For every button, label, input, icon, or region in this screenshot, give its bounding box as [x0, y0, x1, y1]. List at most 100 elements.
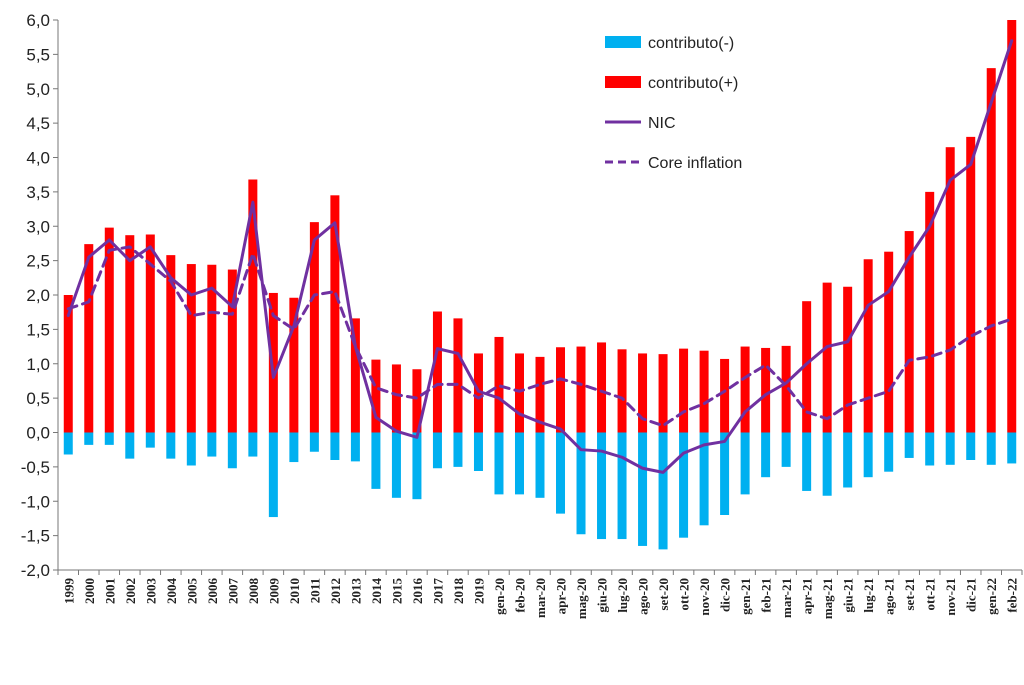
bar-positive-ott-20	[679, 348, 689, 433]
bar-negative-2001	[104, 432, 114, 445]
bar-positive-2007	[227, 269, 237, 433]
bar-positive-giu-20	[597, 342, 607, 433]
x-tick-label-set-20: set-20	[656, 578, 671, 611]
line-nic	[66, 39, 1014, 474]
bar-negative-2010	[289, 432, 299, 463]
bar-negative-2016	[412, 432, 422, 500]
bar-negative-2005	[186, 432, 196, 466]
bar-positive-2018	[453, 318, 463, 433]
bar-negative-2006	[207, 432, 217, 457]
bar-positive-mar-21	[781, 345, 791, 433]
bar-negative-2012	[330, 432, 340, 460]
y-tick-label: 0,5	[26, 389, 50, 408]
x-tick-label-2018: 2018	[451, 578, 466, 605]
x-tick-label-feb-20: feb-20	[512, 578, 527, 613]
bar-negative-gen-20	[494, 432, 504, 495]
bar-negative-2003	[145, 432, 155, 448]
bar-negative-mar-21	[781, 432, 791, 467]
bar-negative-2017	[432, 432, 442, 469]
bar-negative-mar-20	[535, 432, 545, 498]
bar-negative-lug-21	[863, 432, 873, 478]
bar-positive-2001	[104, 227, 114, 433]
bar-negative-apr-21	[802, 432, 812, 491]
axes-layer	[53, 19, 1023, 575]
bar-positive-ago-20	[638, 353, 648, 433]
x-tick-label-2013: 2013	[348, 577, 363, 604]
bar-positive-2015	[391, 364, 401, 433]
x-tick-label-lug-20: lug-20	[615, 578, 630, 613]
bar-positive-2019	[473, 353, 483, 433]
x-tick-label-mar-21: mar-21	[779, 578, 794, 618]
bar-positive-2008	[248, 179, 258, 433]
line-core-inflation	[66, 245, 1014, 428]
x-tick-label-2012: 2012	[328, 578, 343, 604]
x-tick-label-2001: 2001	[102, 578, 117, 604]
legend-swatch-contributo-	[605, 36, 641, 48]
x-tick-label-2006: 2006	[205, 578, 220, 605]
bar-positive-2009	[268, 292, 278, 433]
bar-negative-nov-20	[699, 432, 709, 526]
bar-negative-2004	[166, 432, 176, 459]
y-tick-label: -2,0	[21, 561, 50, 580]
y-tick-label: 5,0	[26, 80, 50, 99]
bar-negative-ott-21	[925, 432, 935, 466]
x-tick-label-2014: 2014	[369, 577, 384, 604]
legend-label-core-inflation: Core inflation	[648, 155, 742, 172]
x-tick-label-2007: 2007	[225, 577, 240, 604]
x-tick-label-apr-21: apr-21	[800, 578, 815, 614]
bar-positive-nov-21	[945, 147, 955, 433]
bar-negative-giu-20	[597, 432, 607, 540]
x-tick-label-feb-22: feb-22	[1005, 578, 1020, 613]
x-tick-label-ott-21: ott-21	[923, 578, 938, 611]
x-tick-label-gen-20: gen-20	[492, 578, 507, 615]
x-tick-label-gen-22: gen-22	[984, 578, 999, 615]
bar-positive-gen-20	[494, 336, 504, 433]
bar-negative-2014	[371, 432, 381, 489]
x-tick-label-mag-20: mag-20	[574, 578, 589, 619]
bar-negative-ott-20	[679, 432, 689, 538]
bar-positive-2005	[186, 264, 196, 433]
x-tick-label-2015: 2015	[389, 578, 404, 605]
bar-positive-dic-20	[720, 358, 730, 433]
x-tick-label-feb-21: feb-21	[759, 578, 774, 613]
y-tick-label: 3,5	[26, 183, 50, 202]
bar-positive-lug-20	[617, 349, 627, 433]
x-tick-label-ago-20: ago-20	[636, 578, 651, 615]
y-tick-label: -0,5	[21, 458, 50, 477]
x-tick-label-mar-20: mar-20	[533, 578, 548, 618]
bar-negative-2000	[84, 432, 94, 445]
y-tick-label: 3,0	[26, 217, 50, 236]
bar-positive-giu-21	[843, 286, 853, 433]
lines-layer	[66, 39, 1014, 474]
bar-negative-2019	[473, 432, 483, 471]
x-tick-label-dic-20: dic-20	[718, 578, 733, 612]
bar-negative-2018	[453, 432, 463, 467]
bar-negative-feb-20	[514, 432, 524, 495]
bar-negative-2009	[268, 432, 278, 518]
y-tick-label: 6,0	[26, 11, 50, 30]
x-tick-label-nov-21: nov-21	[943, 578, 958, 616]
bar-positive-2013	[350, 318, 360, 433]
y-tick-label: 0,0	[26, 424, 50, 443]
x-tick-label-ago-21: ago-21	[882, 578, 897, 615]
bar-positive-set-21	[904, 231, 914, 433]
legend-label-contributo-: contributo(-)	[648, 35, 734, 52]
bars-layer	[63, 20, 1017, 550]
bar-positive-2002	[125, 235, 135, 433]
bar-positive-dic-21	[966, 136, 976, 433]
bar-positive-gen-22	[986, 68, 996, 433]
x-tick-label-dic-21: dic-21	[964, 578, 979, 612]
bar-positive-ott-21	[925, 191, 935, 433]
bar-negative-gen-21	[740, 432, 750, 495]
y-tick-label: 1,0	[26, 355, 50, 374]
bar-positive-2017	[432, 311, 442, 433]
bar-positive-1999	[63, 295, 73, 433]
x-tick-label-2010: 2010	[287, 578, 302, 604]
bar-positive-2014	[371, 359, 381, 433]
x-tick-label-2005: 2005	[184, 578, 199, 605]
bar-positive-nov-20	[699, 350, 709, 433]
y-tick-label: -1,5	[21, 527, 50, 546]
x-tick-label-2003: 2003	[143, 578, 158, 605]
bar-negative-dic-21	[966, 432, 976, 460]
